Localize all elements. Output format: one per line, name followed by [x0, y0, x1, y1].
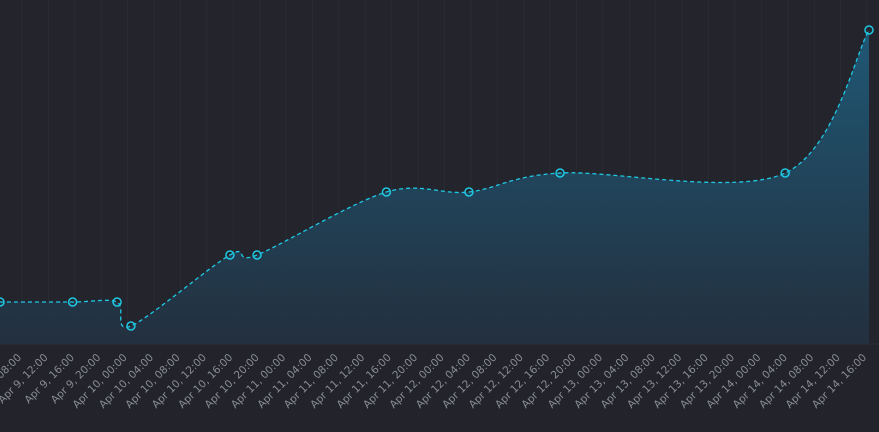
point [381, 187, 392, 197]
point [0, 297, 5, 307]
point [252, 250, 262, 260]
point [126, 321, 136, 331]
point [864, 25, 874, 35]
point [555, 168, 565, 178]
point [67, 297, 78, 307]
point [780, 168, 790, 178]
point [464, 187, 474, 197]
line [0, 29, 870, 328]
point [112, 297, 122, 307]
area [0, 30, 869, 344]
point [225, 250, 235, 260]
